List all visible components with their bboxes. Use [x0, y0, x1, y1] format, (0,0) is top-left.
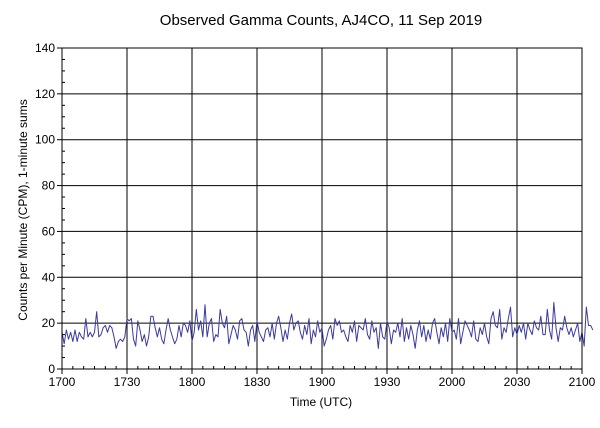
y-tick-label: 140 — [35, 41, 55, 55]
y-tick-label: 100 — [35, 133, 55, 147]
y-tick-label: 40 — [42, 270, 56, 284]
plot-border — [61, 47, 583, 370]
x-tick-label: 1730 — [114, 375, 141, 389]
x-tick-label: 1800 — [179, 375, 206, 389]
x-axis-label: Time (UTC) — [290, 395, 352, 409]
y-tick-label: 120 — [35, 87, 55, 101]
y-tick-label: 80 — [42, 179, 56, 193]
plot-area: 0 20 40 60 80 100 120 140 1700 1730 1800 1830 1900 19… — [35, 41, 596, 389]
y-tick-label: 60 — [42, 224, 56, 238]
chart-title: Observed Gamma Counts, AJ4CO, 11 Sep 201… — [160, 12, 482, 29]
y-axis-label: Counts per Minute (CPM), 1-minute sums — [16, 99, 30, 320]
series-line-0 — [61, 302, 594, 349]
x-tick-label: 2000 — [439, 375, 466, 389]
x-tick-label: 1900 — [309, 375, 336, 389]
x-tick-label: 1930 — [374, 375, 401, 389]
x-tick-label: 1700 — [49, 375, 76, 389]
x-tick-label: 2030 — [504, 375, 531, 389]
x-tick-label: 2100 — [569, 375, 596, 389]
y-tick-label: 20 — [42, 316, 56, 330]
y-tick-label: 0 — [48, 362, 55, 376]
x-tick-label: 1830 — [244, 375, 271, 389]
